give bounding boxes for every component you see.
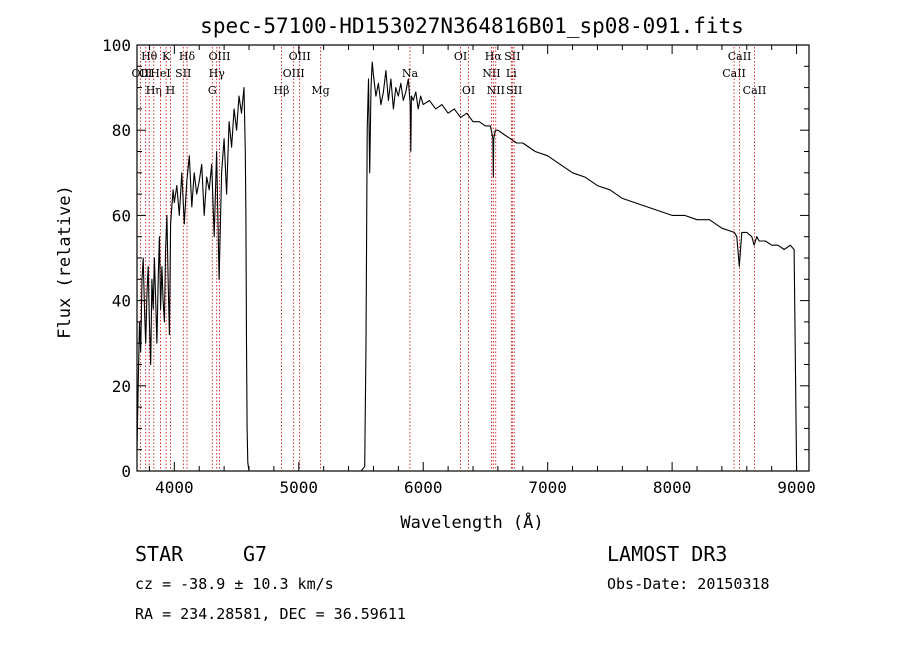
object-subclass: G7 [243,542,267,566]
spectral-line-label: OIII [283,67,305,80]
spectral-line-label: CaII [743,84,767,97]
x-tick-label: 5000 [280,478,319,497]
x-tick-label: 4000 [155,478,194,497]
spectral-line-label: Hα [485,50,503,63]
spectral-line-label: Hδ [179,50,196,63]
y-tick-label: 20 [112,377,131,396]
redshift-info: cz = -38.9 ± 10.3 km/s [135,575,334,593]
spectral-line-label: Mg [311,84,329,97]
spectral-line-label: HeI [150,67,170,80]
spectral-line-markers: OΙΙ Hθ OΙ Hη HeI K H SII Hδ G Hγ OIII Hβ OIII OIII Mg Na… [132,47,767,471]
spectral-line-label: SII [175,67,191,80]
spectral-line-label: CaII [722,67,746,80]
x-tick-label: 6000 [404,478,443,497]
spectral-line-label: Hθ [141,50,158,63]
y-axis-label: Flux (relative) [55,185,75,339]
chart-title: spec-57100-HD153027N364816B01_sp08-091.f… [200,14,744,38]
axis-ticks: 4000 5000 6000 7000 8000 9000 0 20 40 60 80 100 [102,36,816,497]
spectral-line-label: G [208,84,217,97]
spectral-line-label: K [162,50,171,63]
spectral-line-label: OΙΙ [132,67,150,80]
survey-name: LAMOST DR3 [607,542,727,566]
series-layer [136,61,798,472]
x-tick-label: 9000 [777,478,816,497]
spectral-line-label: OΙ [139,67,152,80]
spectral-line-label: Li [506,67,517,80]
y-tick-label: 80 [112,121,131,140]
object-class: STAR [135,542,184,566]
coordinates: RA = 234.28581, DEC = 36.59611 [135,605,406,623]
spectral-line-label: H [166,84,176,97]
spectral-line-label: Na [402,67,419,80]
spectral-line-label: NII [487,84,505,97]
spectral-line-label: CaII [728,50,752,63]
observation-date: Obs-Date: 20150318 [607,575,770,593]
spectral-line-label: OIII [208,50,230,63]
y-tick-label: 40 [112,292,131,311]
spectral-line-label: NII [482,67,500,80]
spectral-line-label: SII [506,84,522,97]
x-tick-label: 8000 [653,478,692,497]
y-tick-label: 60 [112,206,131,225]
spectral-line-label: Hβ [274,84,290,97]
y-tick-label: 100 [102,36,131,55]
spectral-line-label: OI [462,84,475,97]
spectral-line-label: OIII [289,50,311,63]
spectral-line-label: SII [504,50,520,63]
x-axis-label: Wavelength (Å) [400,511,543,533]
x-tick-label: 7000 [528,478,567,497]
flux-series-line [136,61,798,472]
spectral-line-label: OI [454,50,467,63]
spectral-line-label: Hη [146,84,162,97]
spectral-line-label: Hγ [209,67,226,80]
y-tick-label: 0 [121,462,131,481]
